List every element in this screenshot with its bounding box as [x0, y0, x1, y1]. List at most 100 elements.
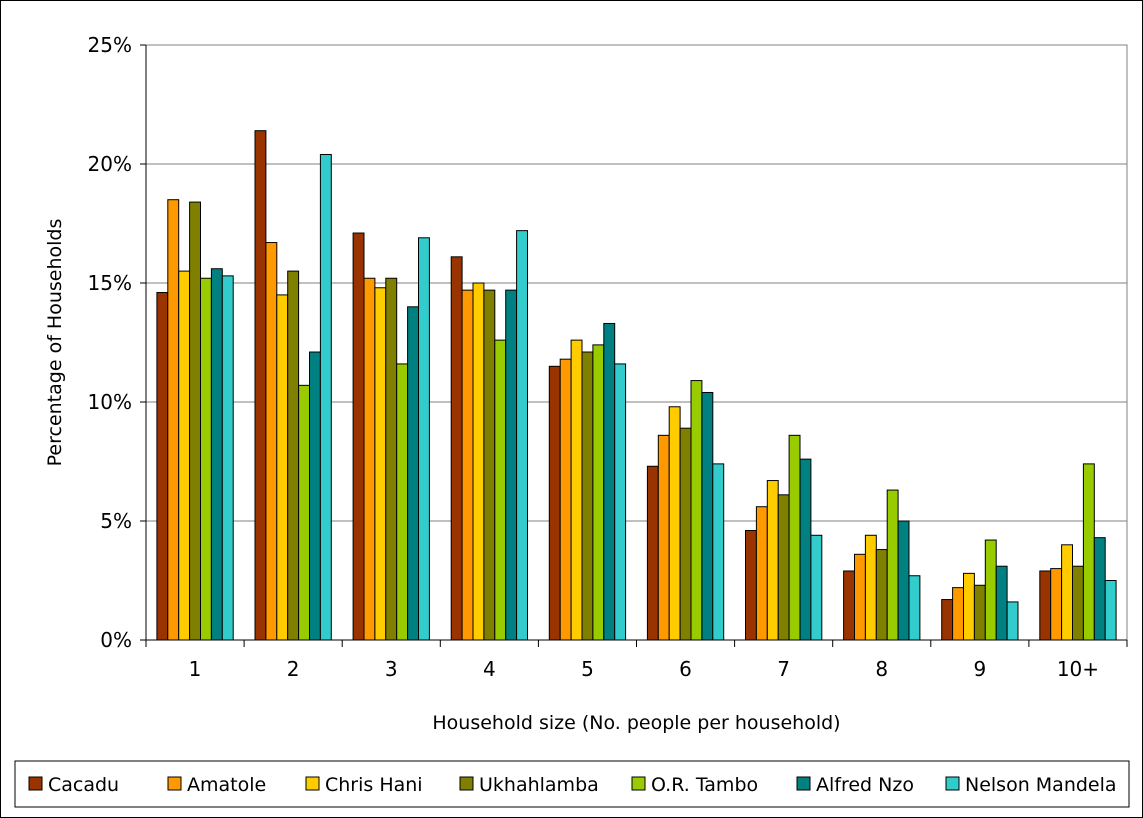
bar-alfred-nzo-8 [897, 520, 910, 641]
bar-amatole-6 [657, 434, 670, 641]
x-tick-label: 3 [385, 657, 398, 681]
bar-amatole-10plus [1050, 568, 1063, 641]
bar-nelson-mandela-1 [221, 275, 234, 641]
bar-chris-hani-10plus [1061, 544, 1073, 641]
bar-cacadu-7 [745, 530, 757, 641]
legend-label: Amatole [187, 774, 266, 796]
legend-label: Alfred Nzo [816, 774, 914, 796]
bar-cacadu-4 [450, 256, 463, 641]
bar-nelson-mandela-4 [516, 230, 528, 641]
bar-chris-hani-9 [963, 572, 975, 641]
bar-ukhahlamba-3 [385, 277, 398, 641]
bar-o-r-tambo-4 [494, 339, 507, 641]
bar-ukhahlamba-4 [483, 289, 496, 641]
y-tick-label: 15% [88, 271, 132, 295]
legend-swatch [796, 776, 811, 791]
bar-nelson-mandela-8 [908, 575, 921, 641]
bar-cacadu-10plus [1039, 570, 1052, 641]
bar-chris-hani-3 [374, 287, 387, 641]
bar-chris-hani-4 [472, 282, 485, 641]
bar-amatole-7 [755, 506, 768, 641]
bar-nelson-mandela-9 [1006, 601, 1019, 641]
bar-alfred-nzo-1 [210, 268, 223, 641]
bar-nelson-mandela-6 [712, 463, 725, 641]
bar-alfred-nzo-5 [603, 322, 616, 641]
bar-cacadu-2 [254, 130, 267, 641]
legend-box [14, 760, 1130, 808]
legend-label: Nelson Mandela [965, 774, 1117, 796]
bar-nelson-mandela-2 [319, 153, 332, 641]
bar-alfred-nzo-3 [407, 306, 420, 641]
bar-alfred-nzo-4 [505, 289, 518, 641]
x-tick-label: 5 [581, 657, 594, 681]
bar-amatole-5 [559, 358, 572, 641]
bar-cacadu-9 [941, 599, 954, 641]
bar-amatole-3 [363, 277, 376, 641]
axes: 0% 5% 10% 15% 20% 25% 1 2 3 4 5 6 7 8 9 10+ [88, 33, 1128, 681]
bar-nelson-mandela-3 [418, 237, 430, 641]
bar-o-r-tambo-2 [298, 384, 311, 641]
bar-chris-hani-7 [766, 480, 779, 641]
bar-amatole-2 [265, 242, 278, 641]
bar-o-r-tambo-7 [788, 434, 801, 641]
x-tick-label: 7 [777, 657, 790, 681]
bar-cacadu-8 [843, 570, 855, 641]
x-tick-label: 8 [875, 657, 888, 681]
bar-chris-hani-5 [570, 339, 583, 641]
x-tick-label: 6 [679, 657, 692, 681]
bar-ukhahlamba-6 [679, 427, 692, 641]
legend-label: Ukhahlamba [479, 774, 599, 796]
bar-alfred-nzo-9 [995, 565, 1008, 641]
bar-amatole-4 [461, 289, 474, 641]
bar-alfred-nzo-7 [799, 458, 812, 641]
legend-label: O.R. Tambo [651, 774, 758, 796]
x-tick-label: 9 [973, 657, 986, 681]
bar-alfred-nzo-10plus [1093, 537, 1106, 641]
bars [156, 130, 1117, 641]
y-tick-label: 0% [100, 628, 132, 652]
legend-label: Chris Hani [325, 774, 423, 796]
x-tick-label: 10+ [1057, 657, 1099, 681]
bar-amatole-1 [167, 199, 180, 641]
bar-ukhahlamba-7 [777, 494, 790, 641]
bar-nelson-mandela-7 [810, 534, 823, 641]
legend-swatch [167, 776, 182, 791]
bar-nelson-mandela-10plus [1104, 580, 1117, 641]
y-tick-label: 10% [88, 390, 132, 414]
legend: Cacadu Amatole Chris Hani Ukhahlamba O.R. Ta… [14, 760, 1130, 808]
bar-cacadu-5 [548, 365, 561, 641]
bar-amatole-9 [952, 587, 964, 641]
bar-alfred-nzo-2 [309, 351, 321, 641]
y-tick-label: 25% [88, 33, 132, 57]
bar-ukhahlamba-10plus [1072, 565, 1084, 641]
bar-chris-hani-1 [178, 270, 191, 641]
bar-o-r-tambo-8 [886, 489, 899, 641]
bar-o-r-tambo-9 [984, 539, 997, 641]
bar-cacadu-1 [156, 292, 169, 641]
bar-ukhahlamba-1 [189, 201, 202, 641]
y-tick-label: 20% [88, 152, 132, 176]
x-tick-label: 4 [483, 657, 496, 681]
bar-o-r-tambo-1 [200, 277, 212, 641]
x-tick-label: 1 [189, 657, 202, 681]
y-axis-title: Percentage of Households [44, 219, 66, 467]
bar-ukhahlamba-2 [287, 270, 300, 641]
bar-ukhahlamba-9 [973, 584, 986, 641]
bar-chris-hani-8 [864, 534, 877, 641]
legend-swatch [459, 776, 474, 791]
legend-swatch [945, 776, 960, 791]
legend-swatch [631, 776, 646, 791]
x-tick-label: 2 [287, 657, 300, 681]
bar-nelson-mandela-5 [614, 363, 627, 641]
bar-chris-hani-6 [668, 406, 681, 641]
bar-amatole-8 [854, 553, 866, 641]
legend-label: Cacadu [48, 774, 119, 796]
bar-chris-hani-2 [276, 294, 289, 641]
bar-o-r-tambo-10plus [1082, 463, 1095, 641]
bar-ukhahlamba-8 [875, 549, 888, 641]
bar-o-r-tambo-5 [592, 344, 605, 641]
bar-cacadu-6 [646, 465, 659, 641]
legend-swatch [28, 776, 43, 791]
